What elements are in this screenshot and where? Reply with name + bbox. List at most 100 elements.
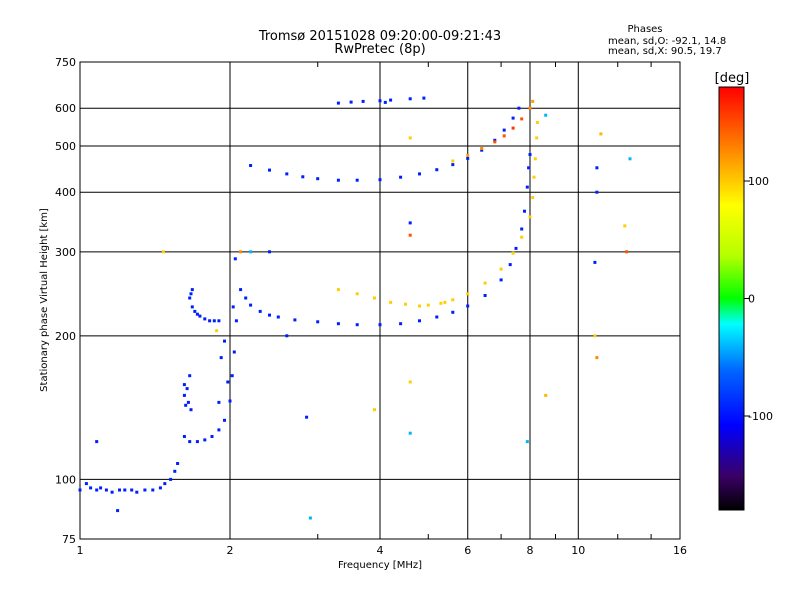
data-point [104,488,108,492]
data-point [198,314,202,318]
data-point [595,190,599,194]
data-point [595,356,599,360]
data-point [215,329,219,333]
data-point [189,292,193,296]
data-point [493,140,497,144]
y-tick-label: 600 [55,102,76,115]
data-point [502,134,506,138]
data-point [233,257,237,261]
data-point [383,100,387,104]
data-point [239,288,243,292]
data-point [188,440,192,444]
data-point [595,166,599,170]
data-point [226,380,230,384]
data-point [95,440,99,444]
data-point [217,428,221,432]
data-point [308,516,312,520]
data-point [182,393,186,397]
data-point [336,178,340,182]
data-point [316,320,320,324]
data-point [399,175,403,179]
data-point [408,431,412,435]
data-point [231,305,235,309]
data-point [190,288,194,292]
data-point [499,278,503,282]
data-point [528,153,532,156]
data-point [268,168,271,172]
data-point [531,196,535,199]
data-point [408,380,412,384]
data-point [186,400,190,404]
data-point [544,113,548,117]
data-point [502,128,506,132]
colorbar-label: [deg] [715,71,750,86]
y-tick-label: 75 [62,533,76,546]
data-point [373,408,376,412]
data-point [203,438,207,442]
data-point [301,175,305,179]
data-point [355,292,359,296]
data-point [188,374,192,378]
data-point [258,309,262,313]
data-point [239,250,243,254]
data-point [84,482,88,486]
data-point [408,97,412,101]
data-point [110,490,114,494]
data-point [418,304,421,308]
data-point [514,246,518,250]
data-point [285,172,289,176]
data-points [78,96,632,520]
data-point [212,319,216,323]
data-point [451,298,455,302]
data-point [443,300,447,304]
data-point [268,250,271,254]
colorbar-ticks: -100 0 100 [744,175,773,423]
data-point [268,313,271,317]
data-point [511,126,515,130]
data-point [336,101,340,105]
data-point [533,157,537,161]
data-point [189,408,193,412]
phase-stats-x: mean, sd,X: 90.5, 19.7 [608,46,722,57]
phase-stats-o: mean, sd,O: -92.1, 14.8 [608,36,726,47]
data-point [408,136,412,140]
data-point [493,138,497,142]
colorbar: [deg] -100 0 100 [715,71,773,511]
data-point [203,317,207,321]
y-tick-label: 750 [55,56,76,69]
data-point [531,99,535,103]
x-tick-label: 4 [377,544,384,557]
x-tick-label: 2 [227,544,234,557]
data-point [151,488,155,492]
data-point [232,350,236,354]
data-point [169,477,173,481]
data-point [389,300,393,304]
data-point [528,106,532,110]
data-point [355,323,359,327]
data-point [135,490,139,494]
chart-subtitle: RwPretec (8p) [334,42,425,57]
data-point [483,281,487,285]
data-point [418,319,421,323]
data-point [349,100,353,104]
data-point [143,488,147,492]
data-point [234,319,238,323]
colorbar-tick-label: 0 [748,293,755,306]
y-axis-label: Stationary phase Virtual Height [km] [39,208,50,392]
data-point [544,393,548,397]
data-point [466,153,470,157]
data-point [336,322,340,326]
data-point [123,488,127,492]
data-point [422,96,426,100]
data-point [182,435,186,438]
data-point [451,159,455,163]
data-point [525,440,529,444]
data-point [511,116,515,120]
data-point [228,399,232,403]
chart-title: Tromsø 20151028 09:20:00-09:21:43 [258,29,501,44]
data-point [527,166,531,170]
data-point [190,305,194,309]
data-point [628,157,632,161]
data-point [508,263,512,267]
